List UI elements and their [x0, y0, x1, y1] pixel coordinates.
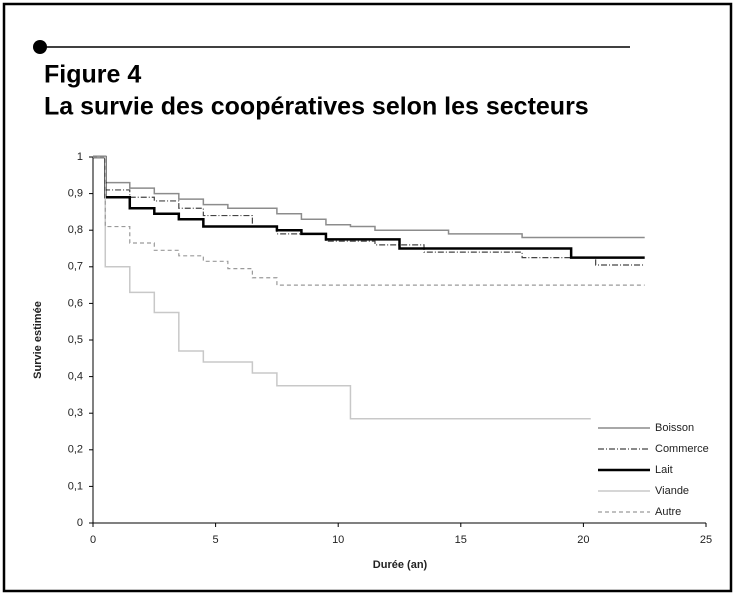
figure-number: Figure 4	[44, 61, 141, 89]
y-tick-label: 0,4	[68, 371, 83, 383]
y-tick-label: 0,2	[68, 444, 83, 456]
x-tick-label: 5	[213, 534, 219, 546]
y-axis-label: Survie estimée	[32, 301, 44, 379]
y-tick-label: 0,6	[68, 297, 83, 309]
legend-label: Viande	[655, 485, 689, 497]
y-tick-label: 0,9	[68, 188, 83, 200]
x-tick-label: 10	[332, 534, 344, 546]
x-axis-label: Durée (an)	[373, 559, 428, 571]
legend-label: Autre	[655, 506, 681, 518]
legend-label: Commerce	[655, 443, 709, 455]
survival-curve	[93, 156, 591, 420]
y-tick-label: 0,1	[68, 480, 83, 492]
survival-curve	[93, 156, 645, 266]
survival-curve	[93, 155, 645, 259]
legend-label: Boisson	[655, 422, 694, 434]
y-tick-label: 0,5	[68, 334, 83, 346]
y-tick-label: 1	[77, 151, 83, 163]
x-tick-label: 0	[90, 534, 96, 546]
x-tick-label: 15	[455, 534, 467, 546]
y-tick-label: 0	[77, 517, 83, 529]
y-tick-label: 0,8	[68, 224, 83, 236]
y-tick-label: 0,7	[68, 261, 83, 273]
y-tick-label: 0,3	[68, 407, 83, 419]
survival-curve	[93, 156, 645, 286]
x-tick-label: 20	[577, 534, 589, 546]
x-tick-label: 25	[700, 534, 712, 546]
frame	[2, 2, 733, 593]
survival-curve	[93, 156, 645, 239]
figure-title: La survie des coopératives selon les sec…	[44, 93, 589, 121]
legend-label: Lait	[655, 464, 673, 476]
